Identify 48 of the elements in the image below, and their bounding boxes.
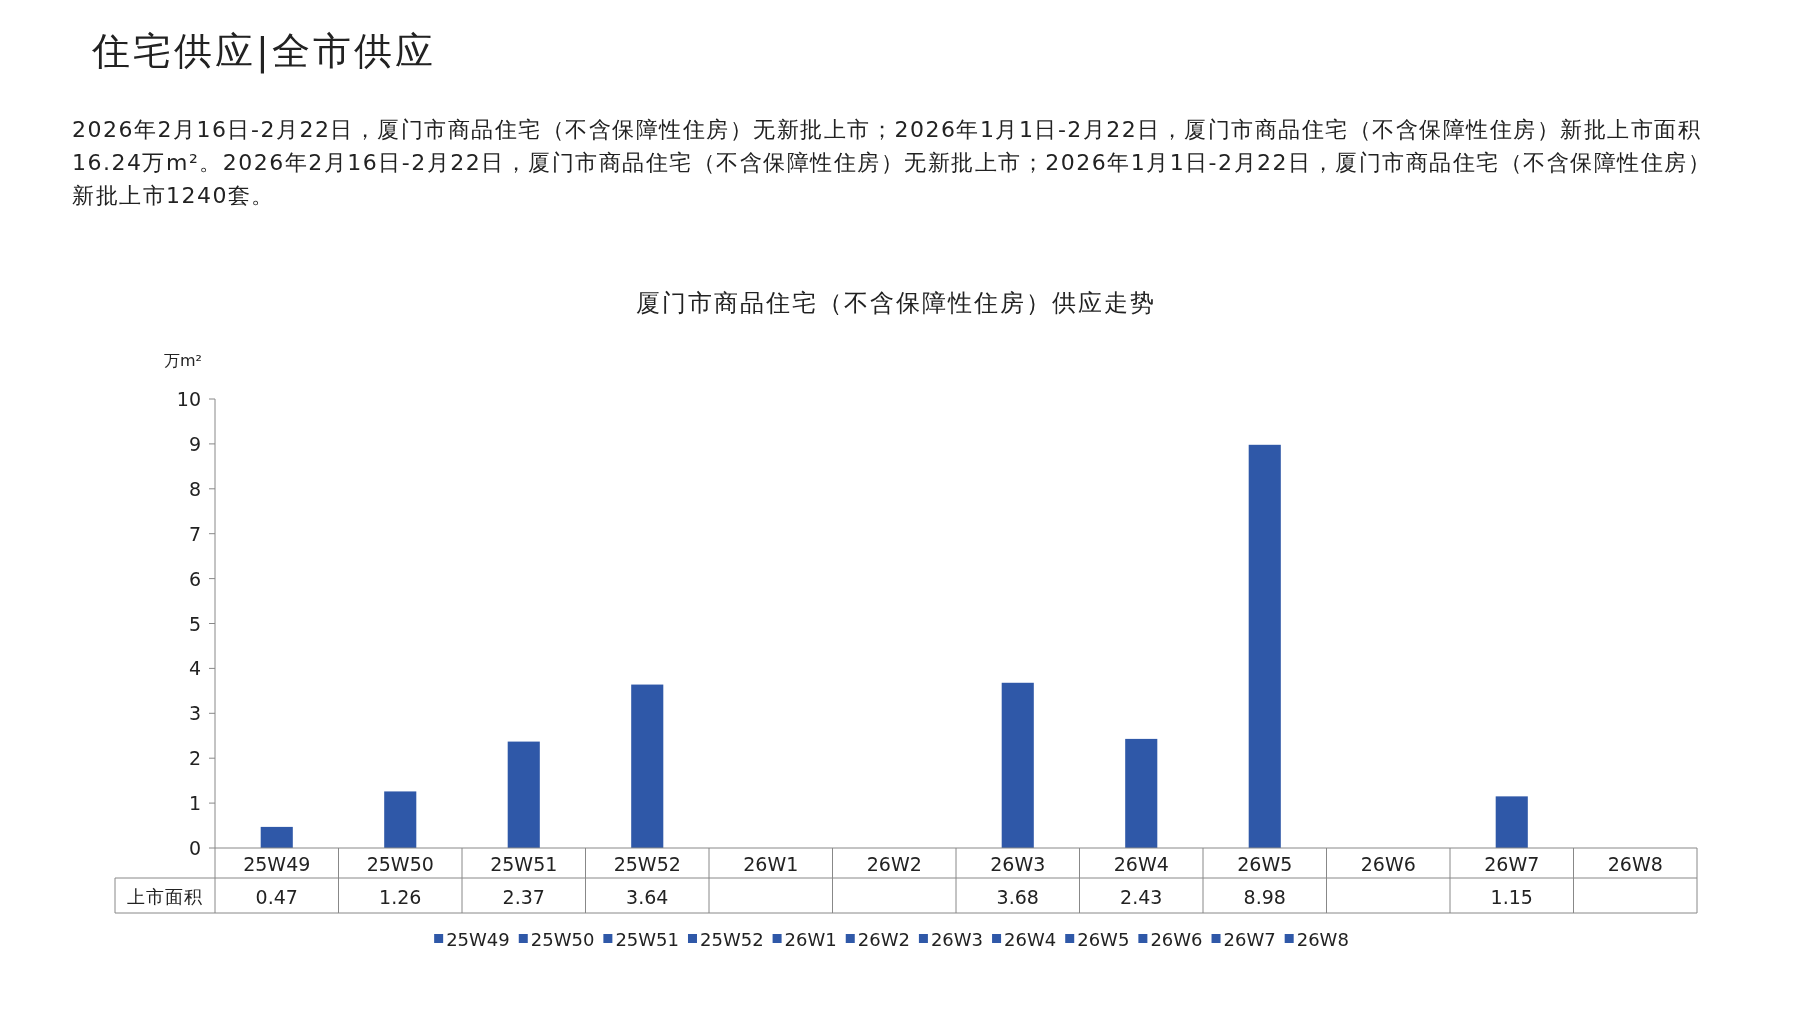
x-tick-label: 26W6 [1360,853,1416,875]
y-tick-label: 4 [188,657,201,680]
y-tick-label: 2 [188,747,201,770]
x-tick-label: 26W4 [1113,853,1169,875]
legend-entry: 26W4 [992,929,1057,950]
x-tick-label: 25W49 [243,853,311,875]
x-tick-label: 25W51 [490,853,558,875]
x-tick-label: 26W2 [866,853,922,875]
y-tick-label: 8 [188,477,201,500]
y-tick-label: 6 [188,567,201,590]
x-tick-label: 25W50 [366,853,434,875]
legend-entry: 26W8 [1284,929,1349,950]
data-label: 3.68 [996,886,1039,908]
data-label: 1.26 [379,886,422,908]
text: 上市面积 [127,886,203,907]
legend-entry: 26W6 [1138,929,1203,950]
data-label: 2.43 [1120,886,1163,908]
legend-entry: 26W7 [1211,929,1276,950]
chart-title: 厦门市商品住宅（不含保障性住房）供应走势 [636,289,1156,317]
legend-entry: 26W5 [1065,929,1130,950]
y-tick-label: 1 [188,792,201,815]
legend-entry: 25W51 [603,929,679,950]
legend-entry: 25W52 [688,929,764,950]
text: 住宅供应|全市供应 [91,29,436,74]
data-label: 3.64 [626,886,669,908]
y-tick-label: 0 [188,837,201,859]
legend-entry: 25W50 [518,929,595,950]
x-tick-label: 25W52 [613,853,681,875]
legend-entry: 26W3 [918,929,984,950]
data-label: 0.47 [255,886,298,908]
legend-entry: 25W49 [434,929,510,950]
y-axis-title: 万m² [164,351,202,370]
x-tick-label: 26W1 [743,853,799,875]
data-label: 2.37 [502,886,545,908]
y-tick-label: 7 [188,522,201,545]
x-tick-label: 26W8 [1607,853,1663,875]
data-label: 1.15 [1490,886,1533,908]
legend-entry: 26W1 [772,929,837,950]
x-tick-label: 26W7 [1484,853,1540,875]
y-tick-label: 10 [176,388,201,410]
x-tick-label: 26W5 [1237,853,1293,875]
legend-entry: 26W2 [845,929,910,950]
y-tick-label: 9 [188,432,201,455]
y-tick-label: 5 [188,612,201,635]
text: 2026年2月16日-2月22日，厦门市商品住宅（不含保障性住房）无新批上市；2026年1月1日-2月22日，厦门市商品住宅（不含保障性住房）新批上市面积16.24万m²。2026年2月16日-2月22日，厦门市商品住宅（不含保障性住房）无新批上市；2026年1月1日-2月22日，厦门市商品住宅（不含保障性住房）新批上市1240套。 [72,117,1712,208]
x-tick-label: 26W3 [990,853,1046,875]
y-tick-label: 3 [188,702,201,725]
data-label: 8.98 [1243,886,1286,908]
